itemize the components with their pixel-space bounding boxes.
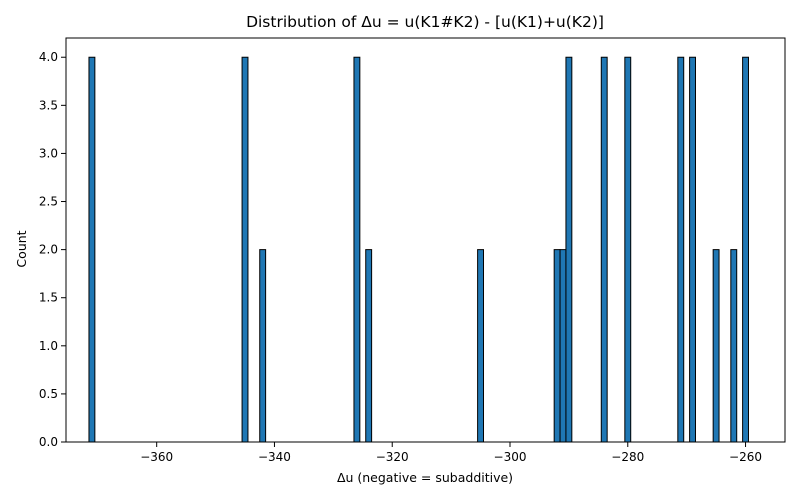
histogram-bar-1 <box>241 56 249 443</box>
y-axis-ticks: 0.0 0.5 1.0 1.5 2.0 2.5 3.0 3.5 4.0 <box>39 50 66 449</box>
x-tick-label: −300 <box>494 450 527 464</box>
x-tick-label: −280 <box>611 450 644 464</box>
histogram-bar-0 <box>88 56 96 443</box>
y-tick-label: 3.0 <box>39 146 58 160</box>
histogram-bar-9 <box>600 56 608 443</box>
bars-group <box>88 56 749 443</box>
histogram-bar-13 <box>712 249 720 443</box>
histogram-bar-3 <box>353 56 361 443</box>
histogram-bar-10 <box>624 56 632 443</box>
y-tick-label: 4.0 <box>39 50 58 64</box>
histogram-bar-2 <box>259 249 267 443</box>
y-tick-label: 2.5 <box>39 195 58 209</box>
histogram-bar-14 <box>730 249 738 443</box>
chart-title: Distribution of Δu = u(K1#K2) - [u(K1)+u… <box>246 13 604 31</box>
plot-frame <box>65 37 786 443</box>
x-tick-label: −340 <box>258 450 291 464</box>
x-tick-label: −320 <box>376 450 409 464</box>
x-tick-label: −260 <box>729 450 762 464</box>
y-tick-label: 0.0 <box>39 435 58 449</box>
histogram-bar-4 <box>365 249 373 443</box>
y-tick-label: 1.5 <box>39 291 58 305</box>
histogram-bar-12 <box>689 56 696 443</box>
histogram-bar-7 <box>559 249 567 443</box>
y-tick-label: 2.0 <box>39 243 58 257</box>
y-axis-label: Count <box>14 230 29 267</box>
y-tick-label: 1.0 <box>39 339 58 353</box>
histogram-bar-5 <box>477 249 485 443</box>
x-tick-label: −360 <box>140 450 173 464</box>
y-tick-label: 0.5 <box>39 387 58 401</box>
x-axis-ticks: −360 −340 −320 −300 −280 −260 <box>140 442 762 464</box>
x-axis-label: Δu (negative = subadditive) <box>337 470 513 485</box>
y-tick-label: 3.5 <box>39 98 58 112</box>
histogram-bar-8 <box>565 56 573 443</box>
histogram-bar-15 <box>742 56 749 443</box>
histogram-bar-11 <box>677 56 685 443</box>
histogram-bar-6 <box>553 249 561 443</box>
